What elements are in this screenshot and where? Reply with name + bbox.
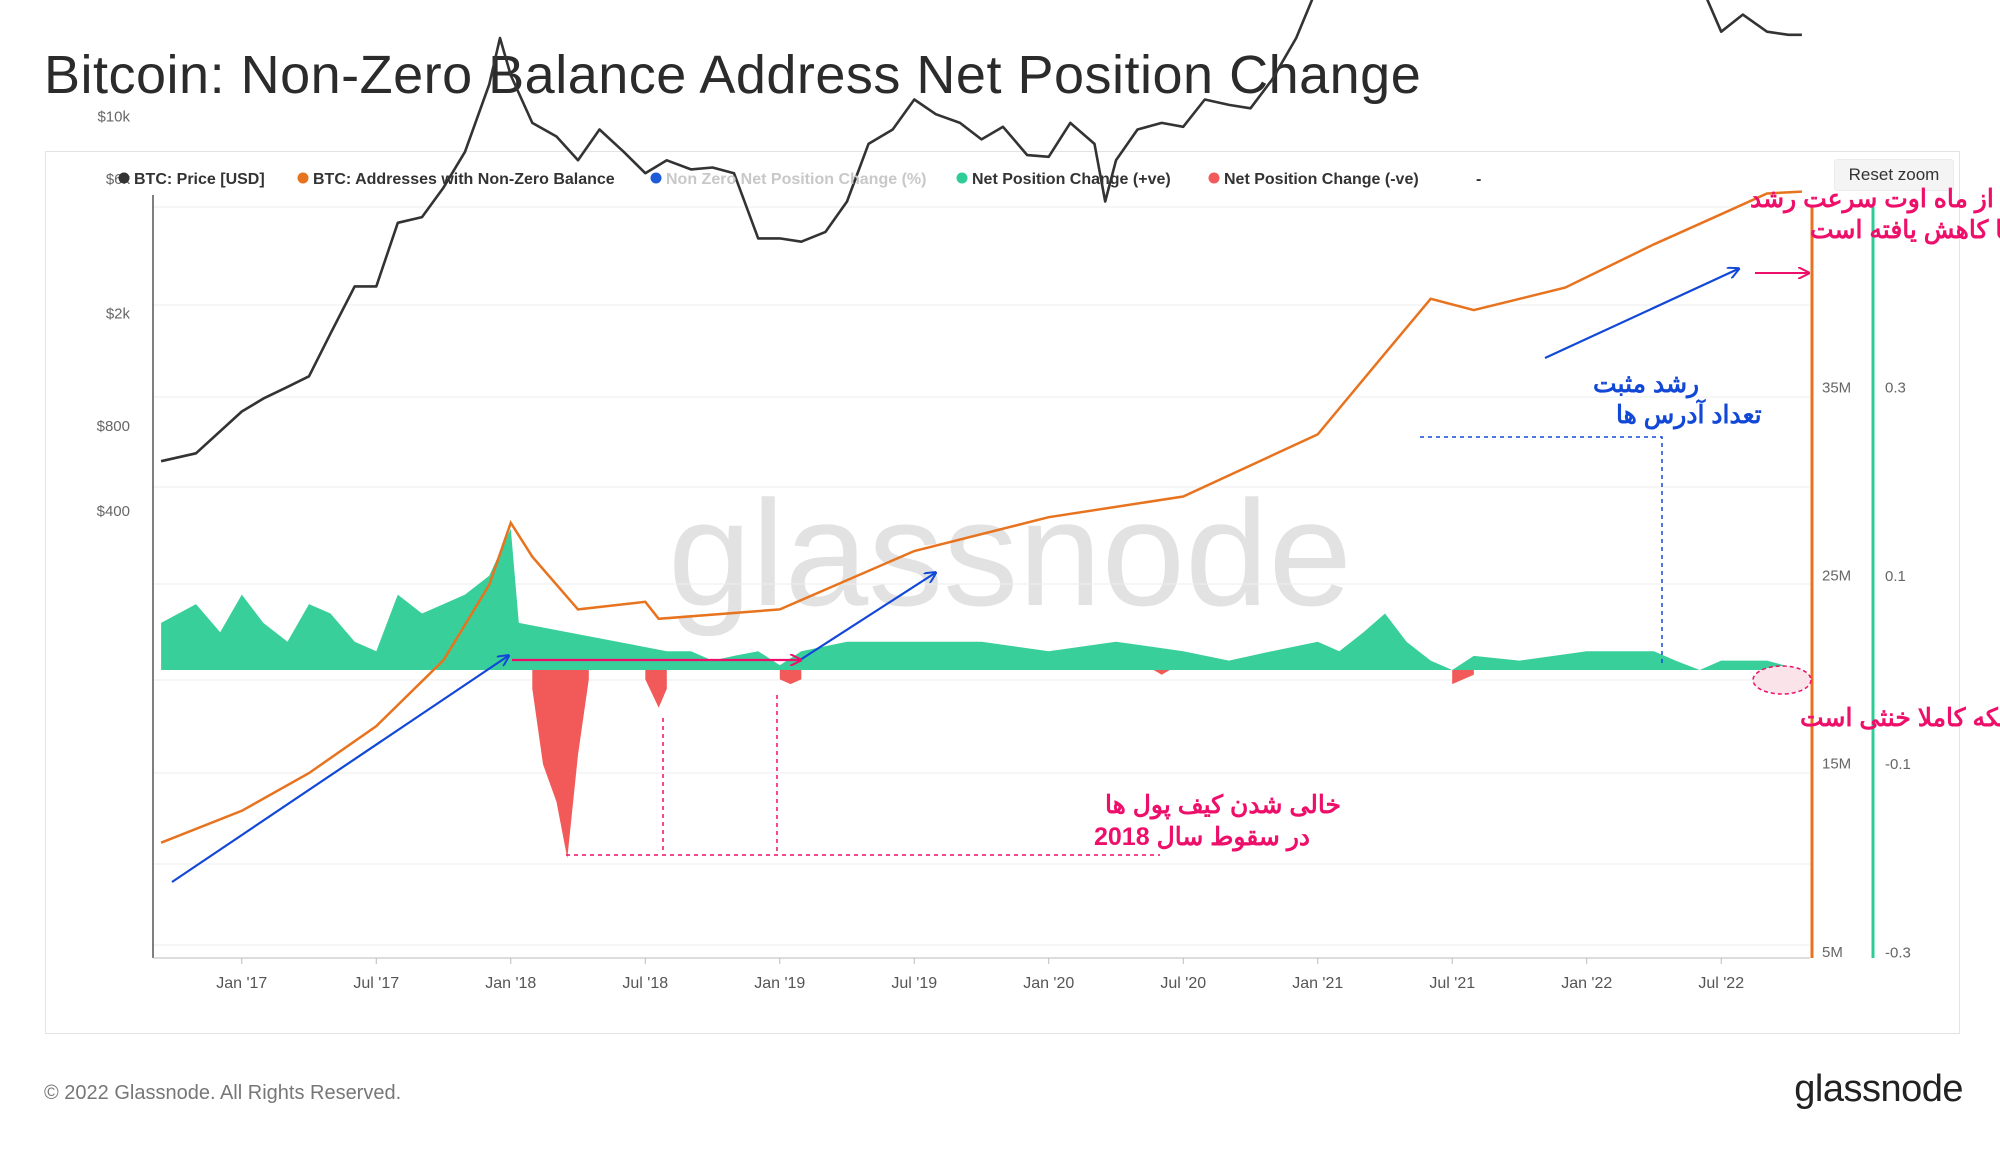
legend-item[interactable]: - [1476,171,1481,188]
x-tick-label: Jan '22 [1561,975,1612,992]
series-addresses-line [160,190,1802,844]
legend-label: - [1476,171,1481,188]
legend-marker [650,172,662,184]
legend-label: BTC: Price [USD] [134,171,265,188]
x-tick-label: Jul '20 [1160,975,1206,992]
annotation-wallets-empty-line1: خالی شدن کیف پول ها [1105,791,1341,820]
x-tick-label: Jul '21 [1429,975,1475,992]
series-net-position-change-negative [645,670,667,708]
addresses-tick-label: 25M [1822,568,1851,585]
x-tick-label: Jan '18 [485,975,536,992]
price-tick-label: $400 [97,503,130,520]
dotted-guide-2022 [1420,436,1663,664]
series-net-position-change-negative [1153,670,1170,675]
legend-marker [118,172,130,184]
annotation-positive-growth-line1: رشد مثبت [1593,370,1699,399]
x-tick-label: Jan '21 [1292,975,1343,992]
legend-marker [1208,172,1220,184]
series-net-position-change-positive [161,528,1802,670]
annotation-top-right-line1: از ماه اوت سرعت رشد [1750,185,1994,214]
net-change-tick-label: -0.1 [1885,756,1911,773]
price-tick-label: $800 [97,418,130,435]
page-title: Bitcoin: Non-Zero Balance Address Net Po… [44,45,1422,105]
legend-label: Net Position Change (-ve) [1224,171,1419,188]
x-tick-label: Jul '17 [353,975,399,992]
legend-item[interactable]: Net Position Change (-ve) [1208,171,1419,188]
legend-label: Net Position Change (+ve) [972,171,1171,188]
legend-marker [956,172,968,184]
net-change-tick-label: 0.1 [1885,568,1906,585]
legend-label: BTC: Addresses with Non-Zero Balance [313,171,615,188]
legend-label: Non Zero Net Position Change (%) [666,171,926,188]
series-price-line [160,0,1802,463]
series-net-position-change-negative [532,670,589,859]
x-tick-label: Jan '20 [1023,975,1074,992]
series-net-position-change-negative [779,670,802,685]
annotation-top-right-line2: تعداد آدرس ها کاهش یافته است [1810,213,2000,245]
legend-marker [297,172,309,184]
series-net-position-change-negative [1452,670,1474,685]
x-tick-label: Jul '18 [622,975,668,992]
x-tick-label: Jul '22 [1698,975,1744,992]
x-tick-label: Jan '19 [754,975,805,992]
chart-container [45,151,1960,1034]
flat-growth-highlight [1752,665,1812,695]
annotation-positive-growth-line2: تعداد آدرس ها [1616,398,1762,430]
price-tick-label: $10k [97,109,130,126]
addresses-tick-label: 35M [1822,379,1851,396]
x-tick-label: Jan '17 [216,975,267,992]
footer-copyright: © 2022 Glassnode. All Rights Reserved. [44,1082,402,1104]
legend-item[interactable]: Non Zero Net Position Change (%) [650,171,927,188]
annotation-wallets-empty-line2: در سقوط سال 2018 [1094,823,1310,852]
net-change-tick-label: -0.3 [1885,945,1911,962]
x-tick-label: Jul '19 [891,975,937,992]
price-tick-label: $2k [106,306,131,323]
addresses-tick-label: 5M [1822,944,1843,961]
trend-arrow-2019 [799,573,935,661]
net-change-tick-label: 0.3 [1885,379,1906,396]
legend-item[interactable]: Net Position Change (+ve) [956,171,1171,188]
annotation-flat-growth: نرخ رشد شبکه کاملا خنثی است [1800,704,2000,733]
trend-arrow-2022 [1544,269,1738,359]
legend-item[interactable]: BTC: Price [USD] [118,171,265,188]
reset-zoom-button[interactable]: Reset zoom [1834,159,1954,191]
glassnode-logo[interactable]: glassnode [1794,1068,1963,1110]
trend-arrow-2017 [171,656,508,883]
watermark: glassnode [668,469,1352,637]
legend-item[interactable]: BTC: Addresses with Non-Zero Balance [297,171,615,188]
addresses-tick-label: 15M [1822,756,1851,773]
